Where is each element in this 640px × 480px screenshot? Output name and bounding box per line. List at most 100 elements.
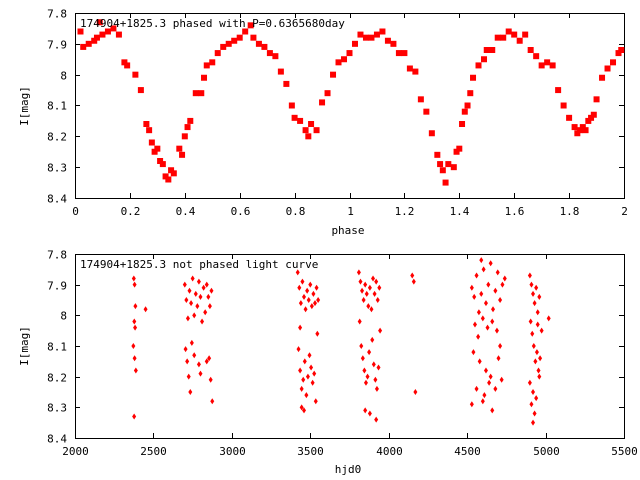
x-tick-label: 0.6 xyxy=(231,205,251,218)
data-point xyxy=(201,74,208,81)
data-point xyxy=(297,117,304,124)
x-axis-label: phase xyxy=(331,224,364,237)
data-point xyxy=(182,281,187,288)
data-point xyxy=(277,68,284,75)
y-tick-label: 8.1 xyxy=(47,341,67,354)
data-point xyxy=(93,34,100,41)
data-point xyxy=(534,395,539,402)
data-point xyxy=(532,410,537,417)
data-point xyxy=(297,284,302,291)
data-point xyxy=(272,53,279,60)
data-point xyxy=(378,327,383,334)
data-point xyxy=(491,306,496,313)
data-point xyxy=(132,318,137,325)
data-point xyxy=(184,297,189,303)
data-point xyxy=(206,293,211,300)
data-point xyxy=(489,47,496,53)
data-point xyxy=(201,284,206,291)
data-point xyxy=(502,275,507,282)
data-point xyxy=(360,355,365,362)
data-point xyxy=(296,346,301,353)
data-point xyxy=(283,80,290,87)
data-point xyxy=(413,389,418,395)
data-point xyxy=(450,164,457,171)
data-point xyxy=(590,111,597,118)
data-point xyxy=(335,59,342,66)
data-point xyxy=(365,373,370,380)
data-point xyxy=(303,306,308,313)
data-point xyxy=(532,300,537,307)
data-point xyxy=(192,312,197,319)
data-point xyxy=(537,293,542,300)
data-point xyxy=(210,398,215,405)
data-point xyxy=(500,281,505,288)
data-point xyxy=(316,297,321,303)
data-point xyxy=(308,121,315,127)
data-point xyxy=(358,278,363,285)
data-point xyxy=(483,367,488,374)
y-tick-label: 8.4 xyxy=(47,433,67,446)
data-point xyxy=(493,385,498,392)
x-tick-label: 5500 xyxy=(611,445,638,458)
data-point xyxy=(146,127,153,134)
data-point xyxy=(582,127,589,134)
data-point xyxy=(96,19,103,26)
x-tick-label: 2500 xyxy=(140,445,167,458)
data-point xyxy=(220,43,227,50)
data-point xyxy=(306,297,311,303)
data-point xyxy=(204,281,209,288)
data-point xyxy=(236,34,243,41)
data-point xyxy=(186,373,191,380)
x-tick-label: 3000 xyxy=(219,445,246,458)
data-point xyxy=(208,376,213,383)
data-point xyxy=(363,281,368,288)
data-point xyxy=(132,413,137,420)
data-point xyxy=(482,392,487,399)
data-point xyxy=(531,389,536,395)
data-point xyxy=(250,34,257,41)
data-point xyxy=(159,161,166,168)
y-tick-label: 7.9 xyxy=(47,280,67,293)
data-point xyxy=(195,303,200,310)
data-point xyxy=(535,309,540,316)
data-point xyxy=(207,355,212,362)
data-point xyxy=(376,364,381,371)
data-point xyxy=(417,96,424,103)
data-point xyxy=(132,71,139,78)
data-point xyxy=(494,327,499,334)
data-point xyxy=(185,315,190,322)
data-point xyxy=(132,355,137,362)
data-point xyxy=(474,272,479,279)
data-point xyxy=(490,318,495,325)
data-point xyxy=(487,379,492,386)
data-point xyxy=(546,315,551,322)
data-point xyxy=(357,318,362,325)
data-point xyxy=(305,133,312,140)
data-point xyxy=(471,349,476,356)
data-point xyxy=(481,266,486,273)
data-point xyxy=(170,170,177,177)
data-point xyxy=(505,28,512,35)
data-point xyxy=(480,315,485,322)
data-point xyxy=(464,102,471,109)
y-tick-label: 8.2 xyxy=(47,131,67,144)
data-point xyxy=(423,108,430,115)
data-point xyxy=(192,90,199,97)
data-point xyxy=(341,56,348,63)
data-point xyxy=(137,87,144,94)
data-point xyxy=(527,272,532,279)
data-point xyxy=(291,114,298,121)
data-point xyxy=(302,358,307,365)
data-point xyxy=(183,346,188,353)
data-point xyxy=(544,59,551,66)
data-point xyxy=(247,22,254,29)
data-point xyxy=(472,293,477,300)
data-point xyxy=(442,179,449,186)
data-point xyxy=(231,37,238,44)
x-tick-label: 5000 xyxy=(533,445,560,458)
data-point xyxy=(488,373,493,380)
data-point xyxy=(346,50,353,57)
data-points xyxy=(131,257,551,426)
data-point xyxy=(372,290,377,297)
chart-title: 174904+1825.3 phased with P=0.6365680day xyxy=(80,17,345,30)
